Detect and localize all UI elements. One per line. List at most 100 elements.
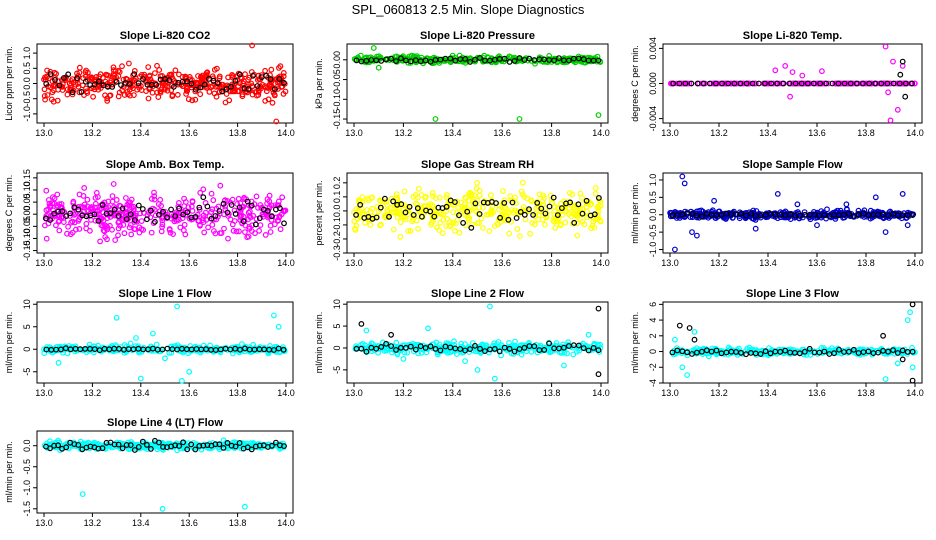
black-data-point xyxy=(393,347,399,353)
data-point xyxy=(76,225,83,232)
data-point xyxy=(483,342,490,349)
data-point xyxy=(765,80,771,87)
outlier-point xyxy=(672,336,678,343)
y-tick-label: -1.0 xyxy=(22,480,32,496)
y-tick-label: -0.5 xyxy=(22,91,32,107)
data-point xyxy=(276,213,283,220)
data-point xyxy=(869,80,875,87)
data-point xyxy=(115,93,122,100)
data-point xyxy=(96,206,103,213)
black-data-point xyxy=(777,348,784,355)
data-point xyxy=(41,76,47,83)
x-tick-label: 13.2 xyxy=(710,128,728,138)
x-tick-label: 13.4 xyxy=(444,258,462,268)
data-point xyxy=(275,86,281,92)
data-point xyxy=(389,349,395,356)
data-point xyxy=(151,189,157,196)
chart-title: Slope Line 1 Flow xyxy=(119,288,212,300)
y-tick-label: -0.3 xyxy=(332,245,342,261)
black-data-point xyxy=(467,59,474,65)
outlier-point xyxy=(904,317,911,324)
data-point xyxy=(76,441,83,447)
data-point xyxy=(737,211,743,218)
data-point xyxy=(90,349,97,356)
y-tick-label: -0.5 xyxy=(648,224,658,240)
y-tick-label: 0.004 xyxy=(648,37,658,60)
y-tick-label: 0.0 xyxy=(22,439,32,452)
data-point xyxy=(43,187,50,194)
data-point xyxy=(466,215,473,222)
chart-panel-2: Slope Li-820 Pressure kPa per min. 13.0 13.… xyxy=(314,30,610,138)
black-data-point xyxy=(272,86,278,92)
black-data-point xyxy=(831,350,837,357)
black-data-point xyxy=(180,211,187,218)
data-point xyxy=(265,96,272,103)
y-tick-label: -0.2 xyxy=(332,231,342,247)
y-tick-label: 0.000 xyxy=(648,72,658,95)
black-outlier-point xyxy=(686,325,693,331)
data-point xyxy=(801,209,808,216)
x-tick-label: 13.4 xyxy=(759,128,777,138)
data-point xyxy=(157,88,164,95)
data-point xyxy=(98,222,105,229)
black-data-point xyxy=(192,446,199,453)
black-data-point xyxy=(748,210,754,217)
black-data-point xyxy=(513,215,520,221)
data-point xyxy=(135,348,142,355)
black-data-point xyxy=(509,199,516,206)
x-tick-label: 13.6 xyxy=(808,388,826,398)
data-point xyxy=(397,233,404,240)
black-data-point xyxy=(521,57,528,63)
data-point xyxy=(549,200,556,207)
plot-frame xyxy=(346,172,609,254)
data-point xyxy=(437,211,444,218)
data-point xyxy=(592,185,599,191)
y-tick-label: -1.5 xyxy=(22,501,32,517)
black-data-point xyxy=(836,346,842,353)
data-point xyxy=(129,82,136,89)
x-tick-label: 13.4 xyxy=(132,518,150,528)
data-point xyxy=(872,211,879,218)
data-point xyxy=(577,206,583,212)
black-data-point xyxy=(382,195,388,202)
data-point xyxy=(450,209,457,216)
black-data-point xyxy=(248,446,255,453)
x-tick-label: 13.8 xyxy=(229,518,247,528)
data-point xyxy=(553,340,560,346)
data-point xyxy=(41,93,48,99)
data-point xyxy=(880,214,886,221)
data-point xyxy=(240,78,247,85)
black-data-point xyxy=(571,219,578,226)
x-tick-label: 13.4 xyxy=(444,128,462,138)
data-point xyxy=(777,214,784,221)
chart-title: Slope Line 4 (LT) Flow xyxy=(107,417,223,429)
data-point xyxy=(397,219,404,226)
data-point xyxy=(107,92,114,99)
data-point xyxy=(230,227,237,234)
data-point xyxy=(60,346,66,353)
data-point xyxy=(377,222,384,229)
black-data-point xyxy=(526,206,532,213)
data-point xyxy=(573,212,580,219)
data-point xyxy=(222,99,229,106)
data-point xyxy=(574,232,581,239)
data-point xyxy=(280,90,287,97)
black-data-point xyxy=(526,55,533,62)
data-point xyxy=(138,87,145,93)
black-data-point xyxy=(135,444,142,450)
black-data-point xyxy=(482,348,488,355)
black-data-point xyxy=(118,82,124,88)
data-point xyxy=(257,222,264,229)
data-point xyxy=(262,231,269,238)
data-point xyxy=(132,210,139,217)
outlier-point xyxy=(561,362,567,369)
data-point xyxy=(436,194,443,201)
data-point xyxy=(594,212,601,219)
outlier-point xyxy=(162,355,168,362)
black-data-point xyxy=(281,443,287,450)
data-point xyxy=(174,91,181,98)
data-point xyxy=(592,190,599,197)
data-point xyxy=(271,92,278,99)
outlier-point xyxy=(681,180,688,187)
data-point xyxy=(151,193,158,200)
